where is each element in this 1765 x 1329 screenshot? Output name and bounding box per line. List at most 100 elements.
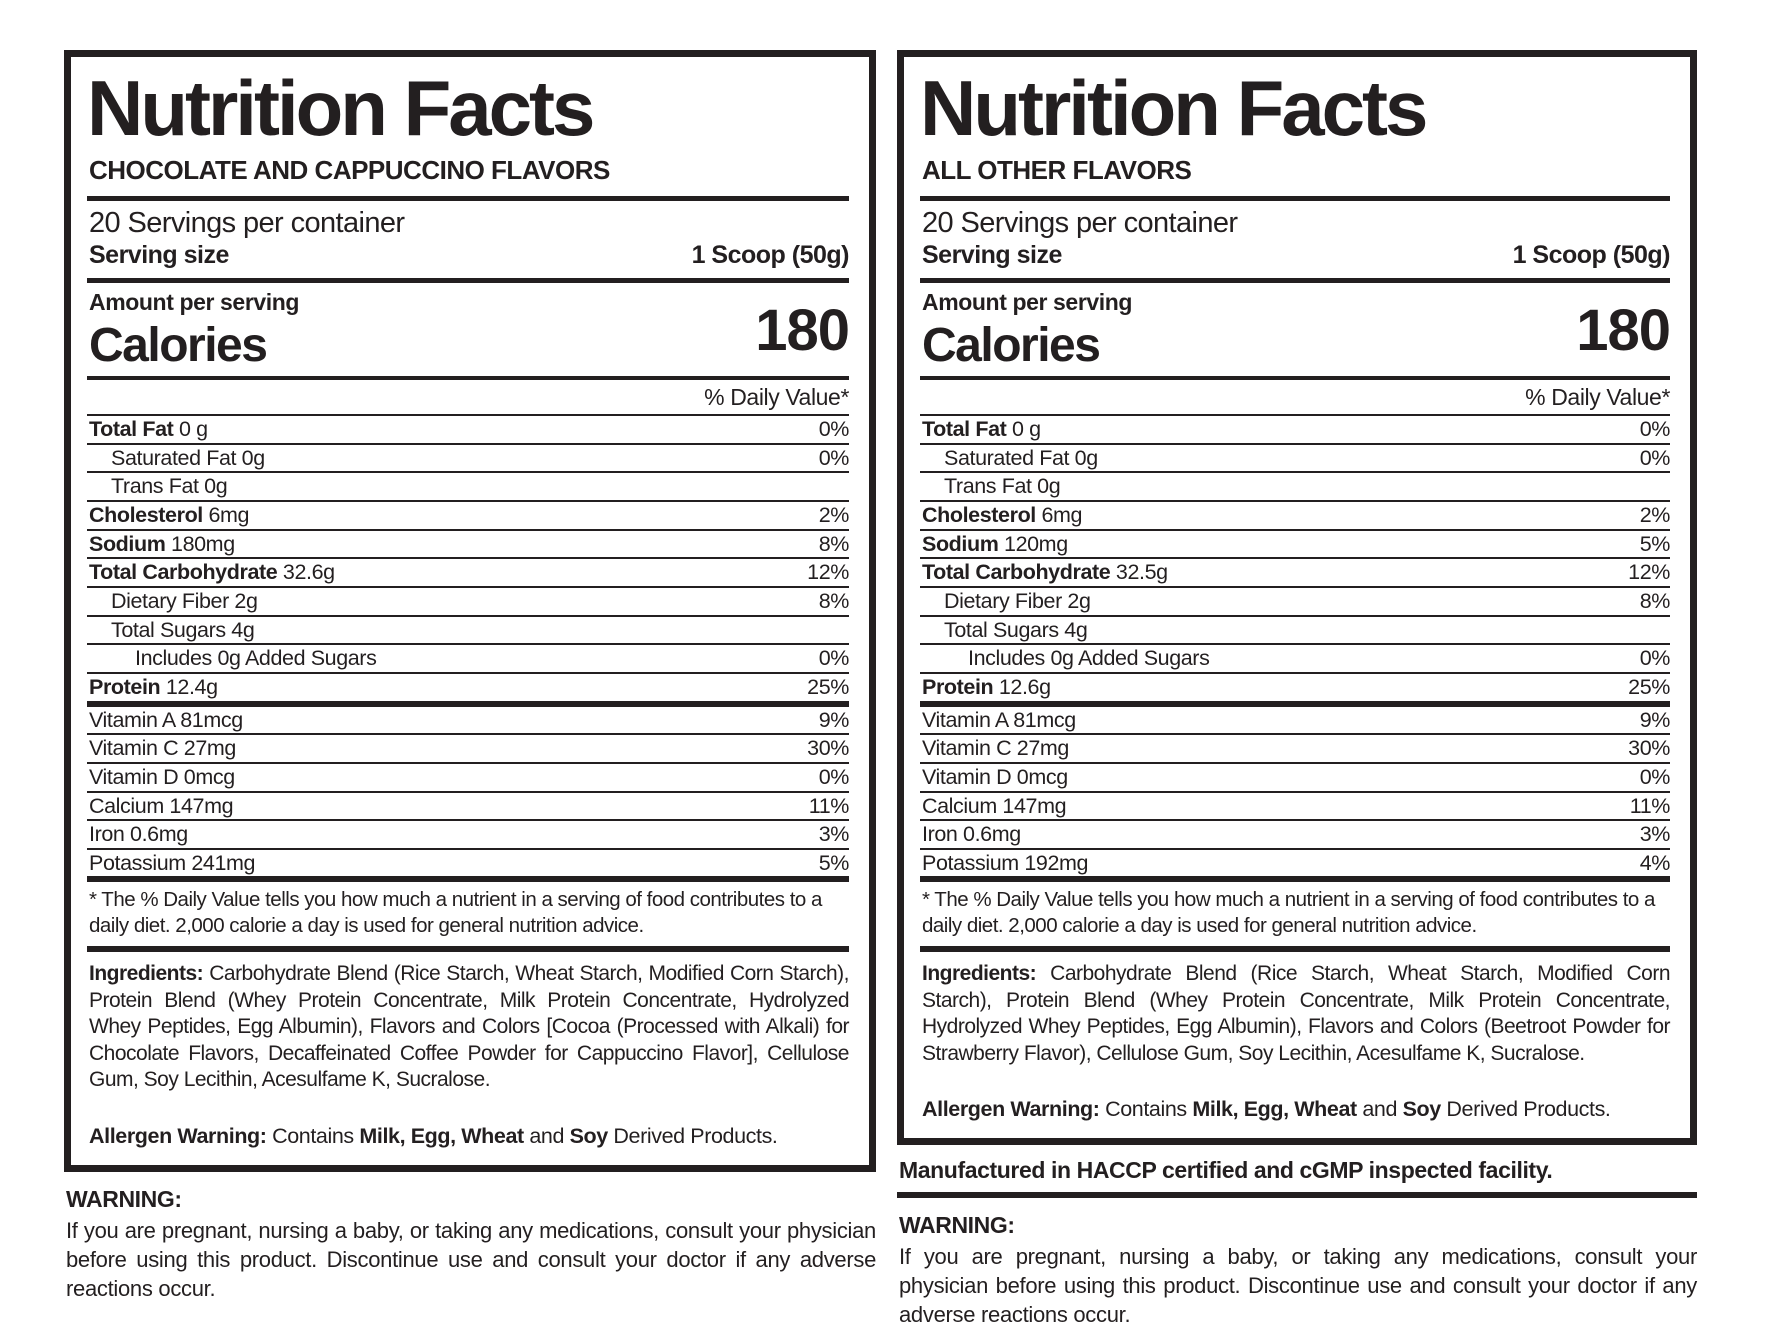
nutrient-name: Dietary Fiber 2g — [111, 589, 258, 614]
amount-per-serving-label: Amount per serving — [922, 289, 1133, 316]
nutrient-name: Trans Fat 0g — [111, 474, 228, 499]
nutrition-facts-panel-right: Nutrition Facts ALL OTHER FLAVORS 20 Ser… — [897, 50, 1697, 1146]
servings-per-container: 20 Servings per container — [89, 206, 405, 239]
nutrient-row: Calcium 147mg 11% — [920, 793, 1670, 822]
nutrient-daily-value: 0% — [818, 764, 850, 789]
nutrient-daily-value: 2% — [818, 503, 850, 528]
nutrient-daily-value: 9% — [1639, 707, 1671, 732]
nutrient-row: Iron 0.6mg 3% — [87, 821, 849, 850]
nutrient-name: Protein 12.4g — [89, 674, 218, 699]
divider — [87, 195, 849, 201]
nutrient-daily-value: 12% — [807, 560, 849, 585]
serving-size-label: Serving size — [922, 241, 1062, 270]
nutrient-daily-value: 8% — [818, 531, 850, 556]
footnote: * The % Daily Value tells you how much a… — [89, 888, 822, 937]
nutrient-name: Iron 0.6mg — [89, 822, 188, 847]
nutrient-row: Cholesterol 6mg 2% — [87, 502, 849, 531]
nutrient-daily-value: 0% — [1639, 764, 1671, 789]
divider — [920, 376, 1670, 381]
nutrient-name: Potassium 241mg — [89, 850, 256, 875]
nutrient-row: Trans Fat 0g — [920, 473, 1670, 503]
nutrient-name: Calcium 147mg — [89, 793, 234, 818]
nutrition-facts-panel-left: Nutrition Facts CHOCOLATE AND CAPPUCCINO… — [64, 50, 876, 1172]
divider — [87, 278, 849, 284]
nutrient-row: Vitamin C 27mg 30% — [920, 735, 1670, 764]
nutrient-row: Dietary Fiber 2g 8% — [920, 588, 1670, 617]
nutrient-row: Total Carbohydrate 32.5g 12% — [920, 559, 1670, 589]
nutrient-name: Protein 12.6g — [922, 674, 1051, 699]
nutrient-row: Potassium 241mg 5% — [87, 850, 849, 883]
nutrient-name: Vitamin A 81mcg — [89, 707, 243, 732]
nutrient-name: Total Fat 0 g — [922, 417, 1041, 442]
nutrient-row: Protein 12.6g 25% — [920, 674, 1670, 707]
nutrient-name: Includes 0g Added Sugars — [135, 646, 377, 671]
panel-title: Nutrition Facts — [87, 64, 595, 152]
nutrient-daily-value: 3% — [818, 822, 850, 847]
nutrient-name: Cholesterol 6mg — [89, 503, 250, 528]
nutrient-daily-value: 0% — [1639, 646, 1671, 671]
nutrient-row: Total Sugars 4g — [87, 617, 849, 646]
nutrient-row: Dietary Fiber 2g 8% — [87, 588, 849, 617]
nutrient-name: Total Carbohydrate 32.5g — [922, 560, 1168, 585]
nutrient-daily-value: 11% — [808, 793, 850, 818]
calories-value: 180 — [1576, 298, 1671, 364]
nutrient-daily-value: 12% — [1628, 560, 1670, 585]
nutrient-name: Total Sugars 4g — [944, 617, 1088, 642]
ingredients-text: Carbohydrate Blend (Rice Starch, Wheat S… — [89, 962, 850, 1092]
nutrient-name: Vitamin C 27mg — [89, 736, 236, 761]
ingredients-text: Carbohydrate Blend (Rice Starch, Wheat S… — [922, 962, 1671, 1065]
nutrient-row: Sodium 180mg 8% — [87, 531, 849, 560]
allergen-warning: Allergen Warning: Contains Milk, Egg, Wh… — [89, 1123, 778, 1148]
manufactured-note: Manufactured in HACCP certified and cGMP… — [899, 1157, 1553, 1184]
nutrient-row: Total Fat 0 g 0% — [920, 416, 1670, 445]
nutrient-row: Total Sugars 4g — [920, 617, 1670, 646]
nutrient-name: Calcium 147mg — [922, 793, 1067, 818]
nutrient-row: Vitamin C 27mg 30% — [87, 735, 849, 764]
servings-per-container: 20 Servings per container — [922, 206, 1238, 239]
nutrient-row: Includes 0g Added Sugars 0% — [87, 645, 849, 674]
nutrient-daily-value: 0% — [818, 646, 850, 671]
nutrient-name: Vitamin D 0mcg — [89, 764, 235, 789]
nutrient-name: Includes 0g Added Sugars — [968, 646, 1210, 671]
flavor-subtitle: CHOCOLATE AND CAPPUCCINO FLAVORS — [89, 154, 610, 185]
nutrient-row: Trans Fat 0g — [87, 473, 849, 503]
nutrient-row: Calcium 147mg 11% — [87, 793, 849, 822]
nutrient-row: Vitamin A 81mcg 9% — [87, 707, 849, 736]
daily-value-header: % Daily Value* — [1525, 384, 1670, 411]
nutrient-daily-value: 5% — [818, 850, 850, 875]
warning-section: WARNING: If you are pregnant, nursing a … — [64, 1186, 876, 1303]
warning-heading: WARNING: — [899, 1212, 1015, 1239]
divider — [87, 946, 849, 953]
warning-paragraph: If you are pregnant, nursing a baby, or … — [66, 1217, 876, 1301]
nutrient-name: Dietary Fiber 2g — [944, 589, 1091, 614]
manufactured-section: Manufactured in HACCP certified and cGMP… — [897, 1157, 1697, 1199]
nutrient-row: Saturated Fat 0g 0% — [87, 445, 849, 474]
calories-label: Calories — [89, 319, 268, 373]
nutrient-name: Trans Fat 0g — [944, 474, 1061, 499]
ingredients-paragraph: Ingredients: Carbohydrate Blend (Rice St… — [920, 952, 1671, 1067]
nutrient-row: Vitamin A 81mcg 9% — [920, 707, 1670, 736]
nutrient-row: Vitamin D 0mcg 0% — [87, 764, 849, 793]
nutrient-daily-value: 25% — [807, 674, 849, 699]
divider — [920, 278, 1670, 284]
nutrient-name: Sodium 120mg — [922, 531, 1068, 556]
footnote: * The % Daily Value tells you how much a… — [922, 888, 1655, 937]
nutrient-row: Potassium 192mg 4% — [920, 850, 1670, 883]
panel-title: Nutrition Facts — [920, 64, 1428, 152]
nutrient-row: Includes 0g Added Sugars 0% — [920, 645, 1670, 674]
nutrient-name: Total Sugars 4g — [111, 617, 255, 642]
nutrient-row: Saturated Fat 0g 0% — [920, 445, 1670, 474]
nutrient-daily-value: 9% — [818, 707, 850, 732]
divider — [920, 195, 1670, 201]
nutrient-daily-value: 11% — [1629, 793, 1671, 818]
ingredients-label: Ingredients: — [89, 962, 204, 986]
divider — [920, 946, 1670, 953]
nutrient-daily-value: 5% — [1639, 531, 1671, 556]
calories-row: Calories 180 — [89, 302, 850, 373]
warning-paragraph: If you are pregnant, nursing a baby, or … — [899, 1244, 1697, 1328]
nutrient-row: Protein 12.4g 25% — [87, 674, 849, 707]
nutrient-name: Potassium 192mg — [922, 850, 1089, 875]
nutrient-row: Total Carbohydrate 32.6g 12% — [87, 559, 849, 589]
nutrient-daily-value: 30% — [1628, 736, 1670, 761]
amount-per-serving-label: Amount per serving — [89, 289, 300, 316]
